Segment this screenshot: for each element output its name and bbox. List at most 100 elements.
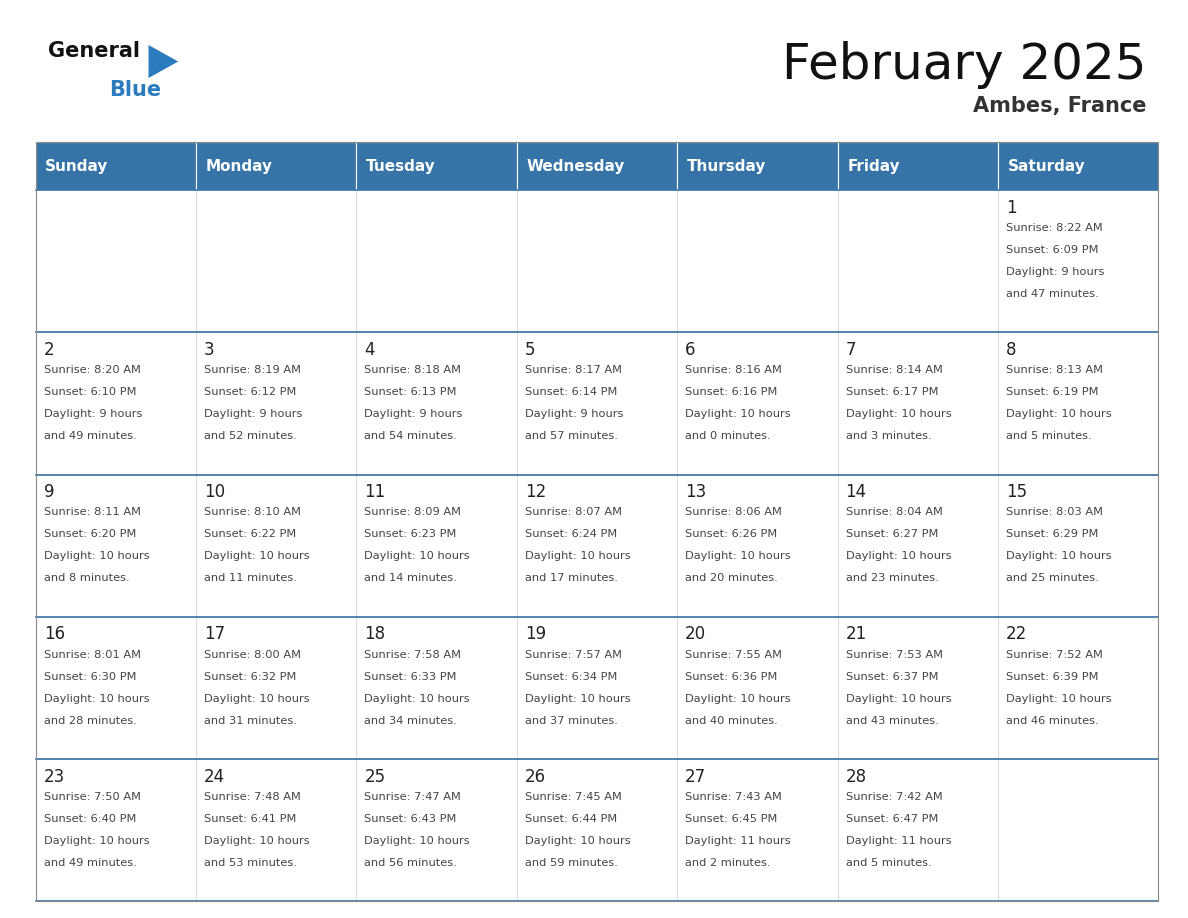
Text: Daylight: 10 hours: Daylight: 10 hours	[44, 694, 150, 704]
Bar	[196, 475, 356, 617]
Text: and 52 minutes.: and 52 minutes.	[204, 431, 297, 442]
Text: 25: 25	[365, 767, 386, 786]
Text: and 47 minutes.: and 47 minutes.	[1006, 289, 1099, 299]
Text: Monday: Monday	[206, 159, 272, 174]
Text: Daylight: 10 hours: Daylight: 10 hours	[204, 552, 310, 562]
Text: and 37 minutes.: and 37 minutes.	[525, 716, 618, 726]
Text: 19: 19	[525, 625, 546, 644]
Text: and 2 minutes.: and 2 minutes.	[685, 858, 771, 868]
Text: Daylight: 9 hours: Daylight: 9 hours	[365, 409, 463, 420]
Text: and 17 minutes.: and 17 minutes.	[525, 574, 618, 584]
Text: and 5 minutes.: and 5 minutes.	[846, 858, 931, 868]
Text: 17: 17	[204, 625, 226, 644]
Text: and 49 minutes.: and 49 minutes.	[44, 431, 137, 442]
Bar	[998, 475, 1158, 617]
Text: Sunset: 6:24 PM: Sunset: 6:24 PM	[525, 530, 617, 540]
Text: Daylight: 10 hours: Daylight: 10 hours	[685, 694, 791, 704]
Text: Sunrise: 8:03 AM: Sunrise: 8:03 AM	[1006, 508, 1102, 518]
Text: and 53 minutes.: and 53 minutes.	[204, 858, 297, 868]
Text: 14: 14	[846, 483, 867, 501]
Text: and 43 minutes.: and 43 minutes.	[846, 716, 939, 726]
Text: Sunrise: 7:53 AM: Sunrise: 7:53 AM	[846, 650, 942, 660]
Text: February 2025: February 2025	[782, 41, 1146, 89]
Bar	[356, 617, 517, 759]
Text: Sunset: 6:23 PM: Sunset: 6:23 PM	[365, 530, 457, 540]
Text: Daylight: 10 hours: Daylight: 10 hours	[1006, 694, 1112, 704]
Bar	[196, 190, 356, 332]
Text: Sunrise: 8:13 AM: Sunrise: 8:13 AM	[1006, 365, 1102, 375]
Text: Ambes, France: Ambes, France	[973, 96, 1146, 117]
Text: 12: 12	[525, 483, 546, 501]
Bar	[36, 617, 196, 759]
Text: Friday: Friday	[847, 159, 899, 174]
Text: Tuesday: Tuesday	[366, 159, 436, 174]
Text: 16: 16	[44, 625, 65, 644]
Bar	[677, 617, 838, 759]
Bar	[677, 332, 838, 475]
Text: Sunrise: 8:14 AM: Sunrise: 8:14 AM	[846, 365, 942, 375]
Text: and 14 minutes.: and 14 minutes.	[365, 574, 457, 584]
Text: Daylight: 10 hours: Daylight: 10 hours	[525, 694, 631, 704]
Text: Saturday: Saturday	[1007, 159, 1086, 174]
Text: Sunset: 6:40 PM: Sunset: 6:40 PM	[44, 814, 137, 824]
Text: 6: 6	[685, 341, 696, 359]
Text: Sunrise: 7:57 AM: Sunrise: 7:57 AM	[525, 650, 621, 660]
Text: and 25 minutes.: and 25 minutes.	[1006, 574, 1099, 584]
Bar	[677, 759, 838, 901]
Bar	[677, 190, 838, 332]
Text: 3: 3	[204, 341, 215, 359]
Text: and 8 minutes.: and 8 minutes.	[44, 574, 129, 584]
Text: Sunset: 6:17 PM: Sunset: 6:17 PM	[846, 387, 939, 397]
Text: Sunset: 6:43 PM: Sunset: 6:43 PM	[365, 814, 457, 824]
Text: Sunrise: 8:00 AM: Sunrise: 8:00 AM	[204, 650, 301, 660]
Text: and 40 minutes.: and 40 minutes.	[685, 716, 778, 726]
Text: Sunset: 6:32 PM: Sunset: 6:32 PM	[204, 672, 297, 682]
Text: Daylight: 11 hours: Daylight: 11 hours	[685, 836, 791, 846]
Text: Sunset: 6:27 PM: Sunset: 6:27 PM	[846, 530, 939, 540]
Text: Sunrise: 7:48 AM: Sunrise: 7:48 AM	[204, 792, 301, 802]
Bar	[356, 142, 517, 190]
Text: Sunset: 6:33 PM: Sunset: 6:33 PM	[365, 672, 457, 682]
Text: Daylight: 10 hours: Daylight: 10 hours	[365, 694, 470, 704]
Text: Sunset: 6:13 PM: Sunset: 6:13 PM	[365, 387, 457, 397]
Bar	[838, 332, 998, 475]
Text: Sunrise: 8:01 AM: Sunrise: 8:01 AM	[44, 650, 140, 660]
Text: Daylight: 9 hours: Daylight: 9 hours	[525, 409, 624, 420]
Text: Sunrise: 7:52 AM: Sunrise: 7:52 AM	[1006, 650, 1102, 660]
Text: Sunset: 6:22 PM: Sunset: 6:22 PM	[204, 530, 296, 540]
Bar	[36, 759, 196, 901]
Text: 15: 15	[1006, 483, 1028, 501]
Text: Sunrise: 7:55 AM: Sunrise: 7:55 AM	[685, 650, 782, 660]
Bar	[998, 142, 1158, 190]
Text: Sunrise: 8:04 AM: Sunrise: 8:04 AM	[846, 508, 942, 518]
Text: Sunset: 6:19 PM: Sunset: 6:19 PM	[1006, 387, 1099, 397]
Bar	[196, 332, 356, 475]
Bar	[998, 332, 1158, 475]
Bar	[517, 617, 677, 759]
Text: and 11 minutes.: and 11 minutes.	[204, 574, 297, 584]
Text: Daylight: 10 hours: Daylight: 10 hours	[44, 552, 150, 562]
Text: Sunrise: 7:47 AM: Sunrise: 7:47 AM	[365, 792, 461, 802]
Text: 4: 4	[365, 341, 375, 359]
Bar	[998, 759, 1158, 901]
Bar	[998, 617, 1158, 759]
Text: 11: 11	[365, 483, 386, 501]
Text: Sunrise: 8:19 AM: Sunrise: 8:19 AM	[204, 365, 301, 375]
Text: 27: 27	[685, 767, 707, 786]
Text: Sunset: 6:26 PM: Sunset: 6:26 PM	[685, 530, 777, 540]
Text: Sunrise: 7:50 AM: Sunrise: 7:50 AM	[44, 792, 140, 802]
Text: Wednesday: Wednesday	[526, 159, 625, 174]
Text: 10: 10	[204, 483, 226, 501]
Text: Sunset: 6:20 PM: Sunset: 6:20 PM	[44, 530, 137, 540]
Text: Daylight: 10 hours: Daylight: 10 hours	[365, 552, 470, 562]
Bar	[196, 617, 356, 759]
Text: Sunrise: 8:09 AM: Sunrise: 8:09 AM	[365, 508, 461, 518]
Bar	[36, 190, 196, 332]
Text: Sunrise: 8:06 AM: Sunrise: 8:06 AM	[685, 508, 782, 518]
Text: 28: 28	[846, 767, 867, 786]
Bar	[517, 475, 677, 617]
Text: Daylight: 10 hours: Daylight: 10 hours	[204, 694, 310, 704]
Text: Daylight: 9 hours: Daylight: 9 hours	[44, 409, 143, 420]
Text: Sunset: 6:09 PM: Sunset: 6:09 PM	[1006, 245, 1099, 255]
Text: Daylight: 10 hours: Daylight: 10 hours	[685, 552, 791, 562]
